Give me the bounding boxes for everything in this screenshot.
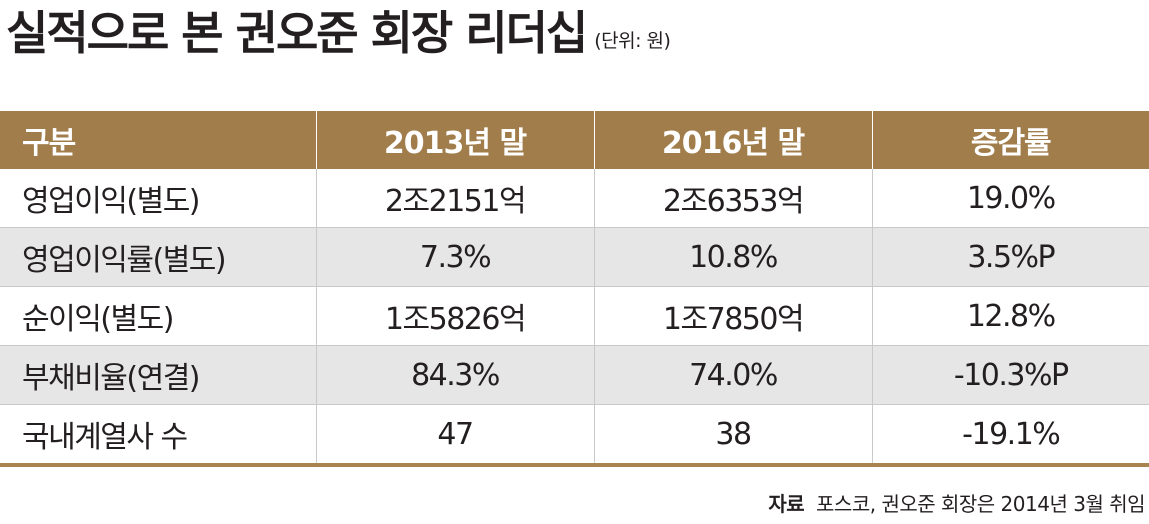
- table-row: 국내계열사 수 47 38 -19.1%: [0, 404, 1149, 463]
- row-label: 순이익(별도): [0, 286, 316, 346]
- cell-change: 3.5%P: [871, 227, 1149, 287]
- row-label: 영업이익률(별도): [0, 227, 316, 287]
- row-label: 부채비율(연결): [0, 345, 316, 405]
- source-label: 자료: [768, 492, 805, 516]
- unit-note: (단위: 원): [594, 30, 671, 52]
- table-row: 순이익(별도) 1조5826억 1조7850억 12.8%: [0, 286, 1149, 346]
- header-2013: 2013년 말: [315, 111, 594, 169]
- cell-change: -19.1%: [871, 404, 1149, 463]
- title-block: 실적으로 본 권오준 회장 리더십 (단위: 원): [6, 2, 671, 64]
- cell-2013: 47: [315, 404, 594, 463]
- table-row: 부채비율(연결) 84.3% 74.0% -10.3%P: [0, 345, 1149, 405]
- performance-table-container: 구분 2013년 말 2016년 말 증감률 영업이익(별도) 2조2151억 …: [0, 111, 1149, 467]
- header-category: 구분: [0, 111, 316, 169]
- cell-2013: 2조2151억: [315, 169, 594, 228]
- cell-change: -10.3%P: [871, 345, 1149, 405]
- cell-change: 12.8%: [871, 286, 1149, 346]
- cell-2013: 7.3%: [315, 227, 594, 287]
- source-note: 자료 포스코, 권오준 회장은 2014년 3월 취임: [768, 488, 1145, 517]
- page-title: 실적으로 본 권오준 회장 리더십: [6, 6, 588, 60]
- header-2016: 2016년 말: [593, 111, 872, 169]
- cell-change: 19.0%: [871, 169, 1149, 228]
- cell-2016: 38: [593, 404, 872, 463]
- cell-2013: 1조5826억: [315, 286, 594, 346]
- cell-2016: 1조7850억: [593, 286, 872, 346]
- row-label: 국내계열사 수: [0, 404, 316, 463]
- cell-2016: 2조6353억: [593, 169, 872, 228]
- table-row: 영업이익률(별도) 7.3% 10.8% 3.5%P: [0, 227, 1149, 287]
- table-header: 구분 2013년 말 2016년 말 증감률: [0, 111, 1149, 169]
- row-label: 영업이익(별도): [22, 184, 201, 219]
- cell-2016: 74.0%: [593, 345, 872, 405]
- cell-2016: 10.8%: [593, 227, 872, 287]
- cell-2013: 84.3%: [315, 345, 594, 405]
- header-row: 구분 2013년 말 2016년 말 증감률: [0, 111, 1149, 169]
- table-body: 영업이익(별도) 2조2151억 2조6353억 19.0% 영업이익률(별도)…: [0, 169, 1149, 463]
- header-change-rate: 증감률: [871, 111, 1149, 169]
- performance-table: 구분 2013년 말 2016년 말 증감률 영업이익(별도) 2조2151억 …: [0, 111, 1149, 463]
- table-row: 영업이익(별도) 2조2151억 2조6353억 19.0%: [0, 169, 1149, 228]
- source-text: 포스코, 권오준 회장은 2014년 3월 취임: [816, 492, 1145, 516]
